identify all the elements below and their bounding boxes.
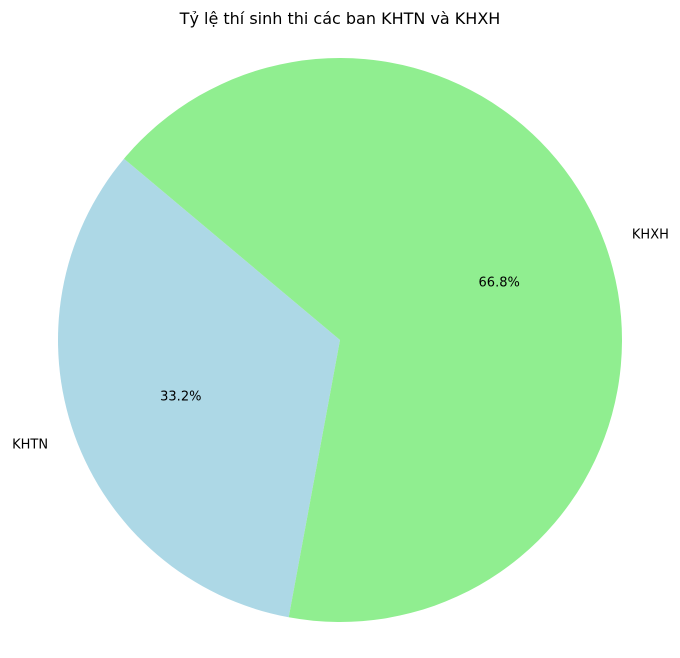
pie-slice-khtn: [57, 158, 341, 618]
slice-percent-khxh: 66.8%: [479, 275, 520, 290]
slice-label-khtn: KHTN: [12, 437, 48, 452]
chart-title: Tỷ lệ thí sinh thi các ban KHTN và KHXH: [179, 9, 501, 28]
slice-label-khxh: KHXH: [632, 228, 669, 243]
pie-labels: KHTN 33.2% KHXH 66.8%: [12, 228, 669, 453]
slice-percent-khtn: 33.2%: [160, 390, 201, 405]
pie-slice-khxh: [123, 58, 622, 623]
pie-slices: [57, 58, 622, 623]
